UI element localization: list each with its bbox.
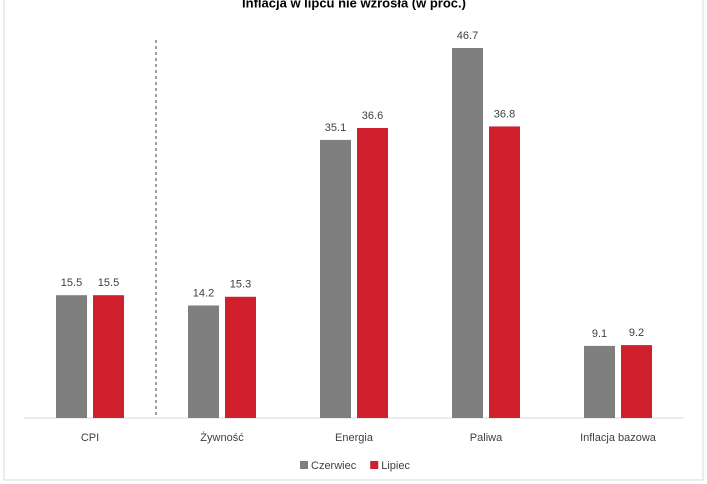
bar — [56, 295, 87, 418]
x-tick-label: Żywność — [200, 431, 244, 444]
bar — [188, 305, 219, 418]
value-label: 14.2 — [193, 287, 214, 299]
value-label: 35.1 — [325, 122, 346, 134]
legend-swatch — [300, 461, 308, 469]
value-label: 15.5 — [61, 277, 82, 289]
x-tick-label: Inflacja bazowa — [580, 432, 657, 444]
legend-label: Czerwiec — [311, 460, 357, 472]
value-label: 36.8 — [494, 108, 515, 120]
bar — [621, 345, 652, 418]
chart-frame — [3, 0, 704, 481]
x-tick-label: Energia — [335, 432, 374, 444]
value-label: 46.7 — [457, 30, 478, 42]
chart-title: Inflacja w lipcu nie wzrosła (w proc.) — [242, 0, 466, 10]
bar — [93, 295, 124, 418]
value-label: 9.2 — [629, 327, 644, 339]
value-label: 15.5 — [98, 277, 119, 289]
bar — [320, 139, 351, 419]
bar — [489, 126, 520, 418]
x-tick-label: CPI — [81, 432, 99, 444]
value-label: 15.3 — [230, 279, 251, 291]
bar — [225, 296, 256, 418]
legend-swatch — [370, 461, 379, 469]
bar — [357, 128, 388, 418]
bar — [452, 48, 483, 418]
value-label: 9.1 — [592, 328, 607, 340]
x-tick-label: Paliwa — [470, 432, 503, 444]
bar — [584, 345, 615, 418]
value-label: 36.6 — [362, 110, 383, 122]
legend-label: Lipiec — [381, 460, 410, 472]
